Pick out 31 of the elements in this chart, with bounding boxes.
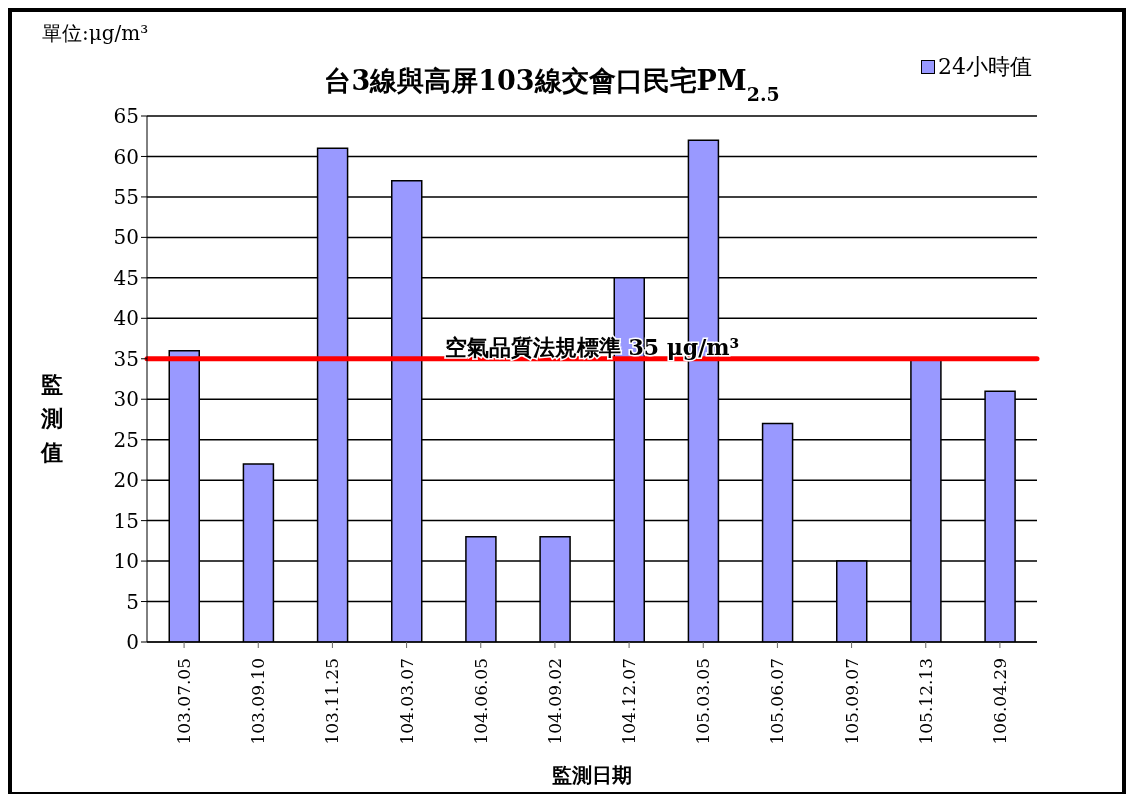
y-tick-label: 45 xyxy=(113,265,139,290)
x-tick-label: 105.03.05 xyxy=(693,658,714,745)
y-tick-label: 5 xyxy=(126,589,139,614)
x-tick-label: 106.04.29 xyxy=(989,658,1010,745)
y-tick-label: 25 xyxy=(113,427,139,452)
y-tick-label: 55 xyxy=(113,185,139,210)
x-tick-label: 104.09.02 xyxy=(544,658,565,745)
chart-title: 台3線與高屏103線交會口民宅PM$_{2.5}$ xyxy=(324,65,780,105)
y-tick-label: 30 xyxy=(113,387,139,412)
x-tick-label: 103.09.10 xyxy=(248,658,269,745)
y-tick-label: 20 xyxy=(113,468,139,493)
x-tick-label: 104.06.05 xyxy=(470,658,491,745)
y-tick-label: 35 xyxy=(113,346,139,371)
legend-label: 24小時值 xyxy=(938,53,1032,81)
x-tick-label: 103.11.25 xyxy=(322,658,343,745)
y-tick-label: 50 xyxy=(113,225,139,250)
y-tick-label: 40 xyxy=(113,306,139,331)
x-tick-label: 105.06.07 xyxy=(767,658,788,745)
x-tick-label: 104.12.07 xyxy=(619,658,640,745)
y-tick-label: 10 xyxy=(113,549,139,574)
x-tick-label: 104.03.07 xyxy=(396,658,417,745)
x-tick-label: 105.12.13 xyxy=(915,658,936,745)
y-tick-label: 65 xyxy=(113,104,139,129)
text: 單位:μg/m³ xyxy=(42,20,149,47)
y-tick-label: 15 xyxy=(113,508,139,533)
x-tick-label: 105.09.07 xyxy=(841,658,862,745)
y-axis-title: 監測值 xyxy=(40,370,64,467)
x-axis-title: 監測日期 xyxy=(552,763,632,787)
x-tick-label: 103.07.05 xyxy=(174,658,195,745)
y-tick-label: 60 xyxy=(113,144,139,169)
y-tick-label: 0 xyxy=(126,630,139,655)
